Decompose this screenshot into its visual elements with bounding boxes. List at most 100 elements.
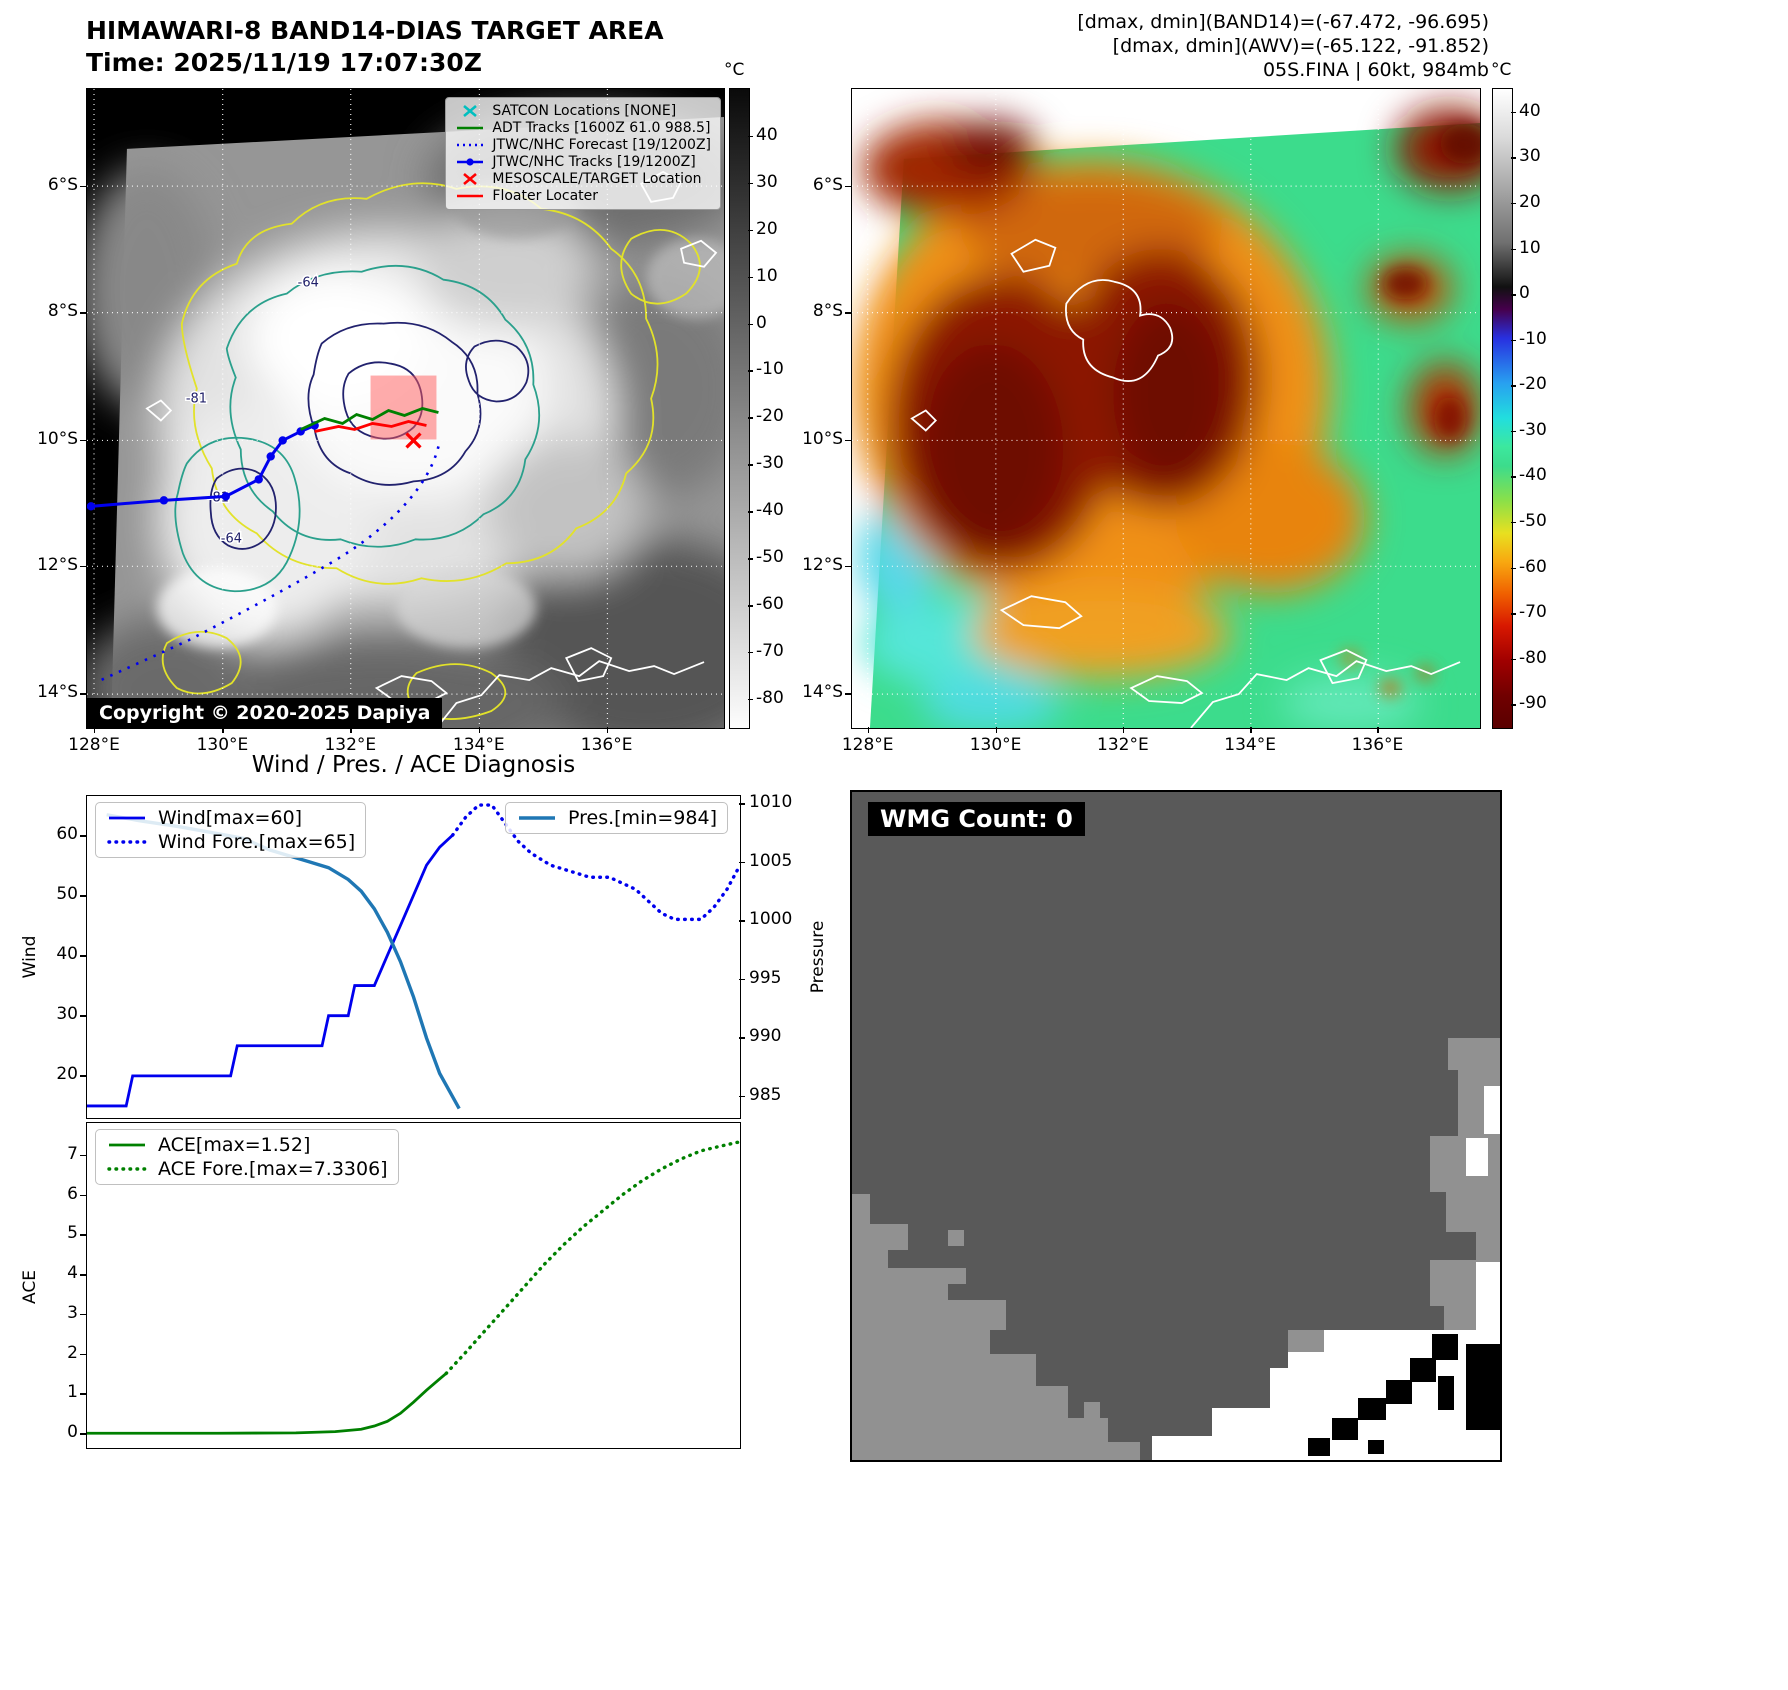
y-tick-label: 10°S xyxy=(802,428,843,449)
contour-label: -81 xyxy=(186,392,207,407)
colorbar-tick-mark xyxy=(1511,202,1516,205)
y-tick-mark xyxy=(80,565,86,568)
colorbar-tick-label: -50 xyxy=(756,547,784,568)
page-title: HIMAWARI-8 BAND14-DIAS TARGET AREA xyxy=(86,16,664,45)
x-tick-label: 132°E xyxy=(324,735,377,755)
x-tick-mark xyxy=(478,727,481,733)
line-sample-icon xyxy=(457,143,484,147)
line-sample-icon xyxy=(457,194,484,198)
chart-legend-label: ACE[max=1.52] xyxy=(158,1134,311,1156)
jtwc-track xyxy=(87,421,319,511)
awv-colorbar: 40 30 20 10 0 -10 -20 -30 -40 -50 -60 -70 -80 -90 xyxy=(1492,88,1547,729)
colorbar-tick-label: -20 xyxy=(1519,374,1547,395)
wmg-count-label: WMG Count: 0 xyxy=(868,802,1085,836)
y-tick-label: 8°S xyxy=(47,301,78,322)
y-tick-mark xyxy=(80,185,86,188)
contour-label: -64 xyxy=(221,531,242,546)
wind-pressure-chart: 20 30 40 50 60 985 990 995 1000 1005 1010 Wind[max=… xyxy=(56,792,792,1119)
colorbar-tick-mark xyxy=(1511,567,1516,569)
colorbar-tick-mark xyxy=(748,323,753,326)
x-tick-mark xyxy=(222,727,224,733)
series-line xyxy=(87,834,454,1108)
colorbar-tick-mark xyxy=(748,558,753,560)
x-tick-mark xyxy=(1377,727,1379,733)
colorbar-tick-label: -30 xyxy=(756,453,784,474)
colorbar-tick-label: -70 xyxy=(756,640,784,661)
chart-legend-label: ACE Fore.[max=7.3306] xyxy=(158,1158,388,1180)
chart-legend-label: Pres.[min=984] xyxy=(568,807,717,829)
colorbar-tick-label: -60 xyxy=(1519,556,1547,577)
colorbar-tick-mark xyxy=(748,229,753,232)
wmg-map xyxy=(852,792,1500,1460)
awv-coastlines xyxy=(910,238,1461,728)
y-tick-label: 5 xyxy=(67,1223,78,1244)
x-tick-label: 136°E xyxy=(580,735,633,755)
chart-legend: Pres.[min=984] xyxy=(505,802,728,834)
colorbar-tick-mark xyxy=(748,135,753,138)
y-tick-label: 40 xyxy=(56,944,78,964)
colorbar-tick-label: -10 xyxy=(756,359,784,380)
y-tick-label: 0 xyxy=(67,1422,78,1443)
info-awv-line: [dmax, dmin](AWV)=(-65.122, -91.852) xyxy=(1112,35,1489,57)
colorbar-tick-label: 20 xyxy=(1519,191,1541,212)
colorbar-tick-mark xyxy=(1511,476,1516,478)
y-tick-mark-right xyxy=(739,1037,745,1039)
map-legend-item: SATCON Locations [NONE] xyxy=(455,103,711,119)
y-tick-mark xyxy=(80,693,86,695)
x-tick-mark xyxy=(1122,727,1125,733)
x-tick-mark xyxy=(350,727,352,733)
dmax-dmin-info: [dmax, dmin](BAND14)=(-67.472, -96.695) … xyxy=(1077,10,1489,82)
chart-legend-item: ACE Fore.[max=7.3306] xyxy=(106,1158,388,1180)
x-tick-mark xyxy=(1250,727,1252,733)
x-tick-label: 134°E xyxy=(452,735,505,755)
jtwc-forecast-track xyxy=(100,446,440,682)
y-tick-mark xyxy=(80,1353,86,1356)
colorbar-tick-label: -80 xyxy=(1519,647,1547,668)
colorbar-tick-label: -90 xyxy=(1519,693,1547,714)
y-tick-mark xyxy=(845,185,851,188)
colorbar-tick-label: -20 xyxy=(756,406,784,427)
y-tick-label: 6 xyxy=(67,1183,78,1204)
floater-track xyxy=(314,420,427,433)
x-tick-mark xyxy=(93,727,96,733)
colorbar-tick-mark xyxy=(1511,613,1516,615)
y-tick-mark-right xyxy=(739,978,745,981)
colorbar-tick-mark xyxy=(748,511,753,513)
y-tick-mark xyxy=(80,1154,86,1157)
y-tick-mark xyxy=(80,1015,86,1017)
colorbar-tick-label: -50 xyxy=(1519,510,1547,531)
series-line xyxy=(106,813,461,1110)
colorbar-tick-mark xyxy=(748,651,753,654)
wmg-panel: WMG Count: 0 xyxy=(850,790,1502,1462)
colorbar-tick-label: 40 xyxy=(1519,100,1541,121)
colorbar-tick-label: 10 xyxy=(1519,237,1541,258)
map-legend-item: JTWC/NHC Tracks [19/1200Z] xyxy=(455,154,711,170)
line-sample-icon xyxy=(457,158,484,166)
colorbar-tick-mark xyxy=(1511,521,1516,524)
contour-labels: -64-81-81-64 xyxy=(184,274,320,548)
map-legend-item: MESOSCALE/TARGET Location xyxy=(455,171,711,187)
awv-latlon-grid xyxy=(852,89,1480,728)
map-legend: SATCON Locations [NONE] ADT Tracks [1600Z… xyxy=(445,97,721,210)
colorbar-tick-label: 20 xyxy=(756,218,778,239)
pressure-axis-label: Pressure xyxy=(808,920,828,994)
map-legend-label: JTWC/NHC Forecast [19/1200Z] xyxy=(492,137,711,153)
x-marker-icon xyxy=(463,173,478,185)
mesoscale-x-marker xyxy=(405,432,422,449)
colorbar-tick-mark xyxy=(748,182,753,185)
legend-line-sample-icon xyxy=(109,1143,145,1147)
colorbar-tick-label: -40 xyxy=(756,500,784,521)
y-tick-label: 6°S xyxy=(47,174,78,195)
ace-axis-label: ACE xyxy=(20,1270,40,1304)
y-tick-label: 7 xyxy=(67,1143,78,1164)
y-tick-mark-right xyxy=(739,1095,745,1098)
y-tick-label-right: 1010 xyxy=(749,792,793,813)
y-tick-label: 1 xyxy=(67,1382,78,1403)
y-tick-label-right: 990 xyxy=(749,1026,782,1047)
chart-legend-item: Pres.[min=984] xyxy=(516,807,717,829)
y-tick-mark xyxy=(80,1393,86,1395)
colorbar-tick-mark xyxy=(1511,658,1516,661)
copyright-notice: Copyright © 2020-2025 Dapiya xyxy=(87,698,443,728)
band14-colorbar-unit: °C xyxy=(724,60,745,80)
